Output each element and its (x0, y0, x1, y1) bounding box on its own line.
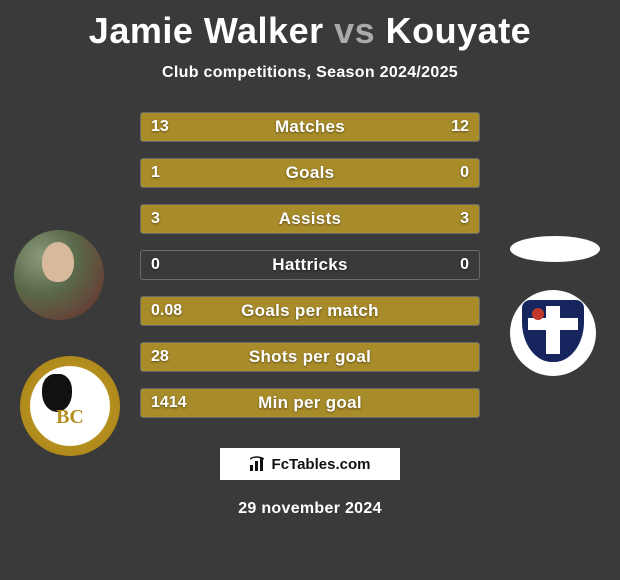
stat-row: Goals per match0.08 (140, 296, 480, 326)
page-title: Jamie Walker vs Kouyate (0, 0, 620, 52)
brand-badge: FcTables.com (220, 448, 400, 480)
title-player1: Jamie Walker (89, 10, 324, 51)
stat-row: Shots per goal28 (140, 342, 480, 372)
comparison-bars: Matches1312 Goals10 Assists33 Hattricks0 0 Go… (140, 112, 480, 418)
stat-row: Min per goal1414 (140, 388, 480, 418)
player2-avatar (510, 236, 600, 262)
stat-bar-player2 (317, 113, 479, 141)
club2-crest (510, 290, 596, 376)
stat-label: Hattricks (141, 255, 479, 275)
comparison-content: Matches1312 Goals10 Assists33 Hattricks0 0 Go… (0, 112, 620, 442)
stat-row: Matches1312 (140, 112, 480, 142)
subtitle: Club competitions, Season 2024/2025 (0, 64, 620, 82)
stat-bar-player1 (141, 205, 310, 233)
stat-row: Assists33 (140, 204, 480, 234)
stat-row: Hattricks0 0 (140, 250, 480, 280)
brand-text: FcTables.com (272, 456, 371, 473)
title-player2: Kouyate (386, 10, 532, 51)
stat-bar-player1 (141, 389, 479, 417)
stat-value-player1: 0 (151, 256, 160, 274)
player1-avatar (14, 230, 104, 320)
club1-crest (20, 356, 120, 456)
stat-bar-player1 (141, 297, 479, 325)
stat-bar-player2 (310, 205, 479, 233)
date-text: 29 november 2024 (0, 500, 620, 518)
title-vs: vs (334, 10, 375, 51)
bar-chart-icon (250, 456, 268, 472)
stat-value-player2: 0 (460, 256, 469, 274)
stat-bar-player1 (141, 159, 479, 187)
club2-shield-icon (522, 300, 584, 362)
stat-bar-player1 (141, 113, 317, 141)
stat-row: Goals10 (140, 158, 480, 188)
stat-bar-player1 (141, 343, 479, 371)
club2-dot-icon (532, 308, 544, 320)
